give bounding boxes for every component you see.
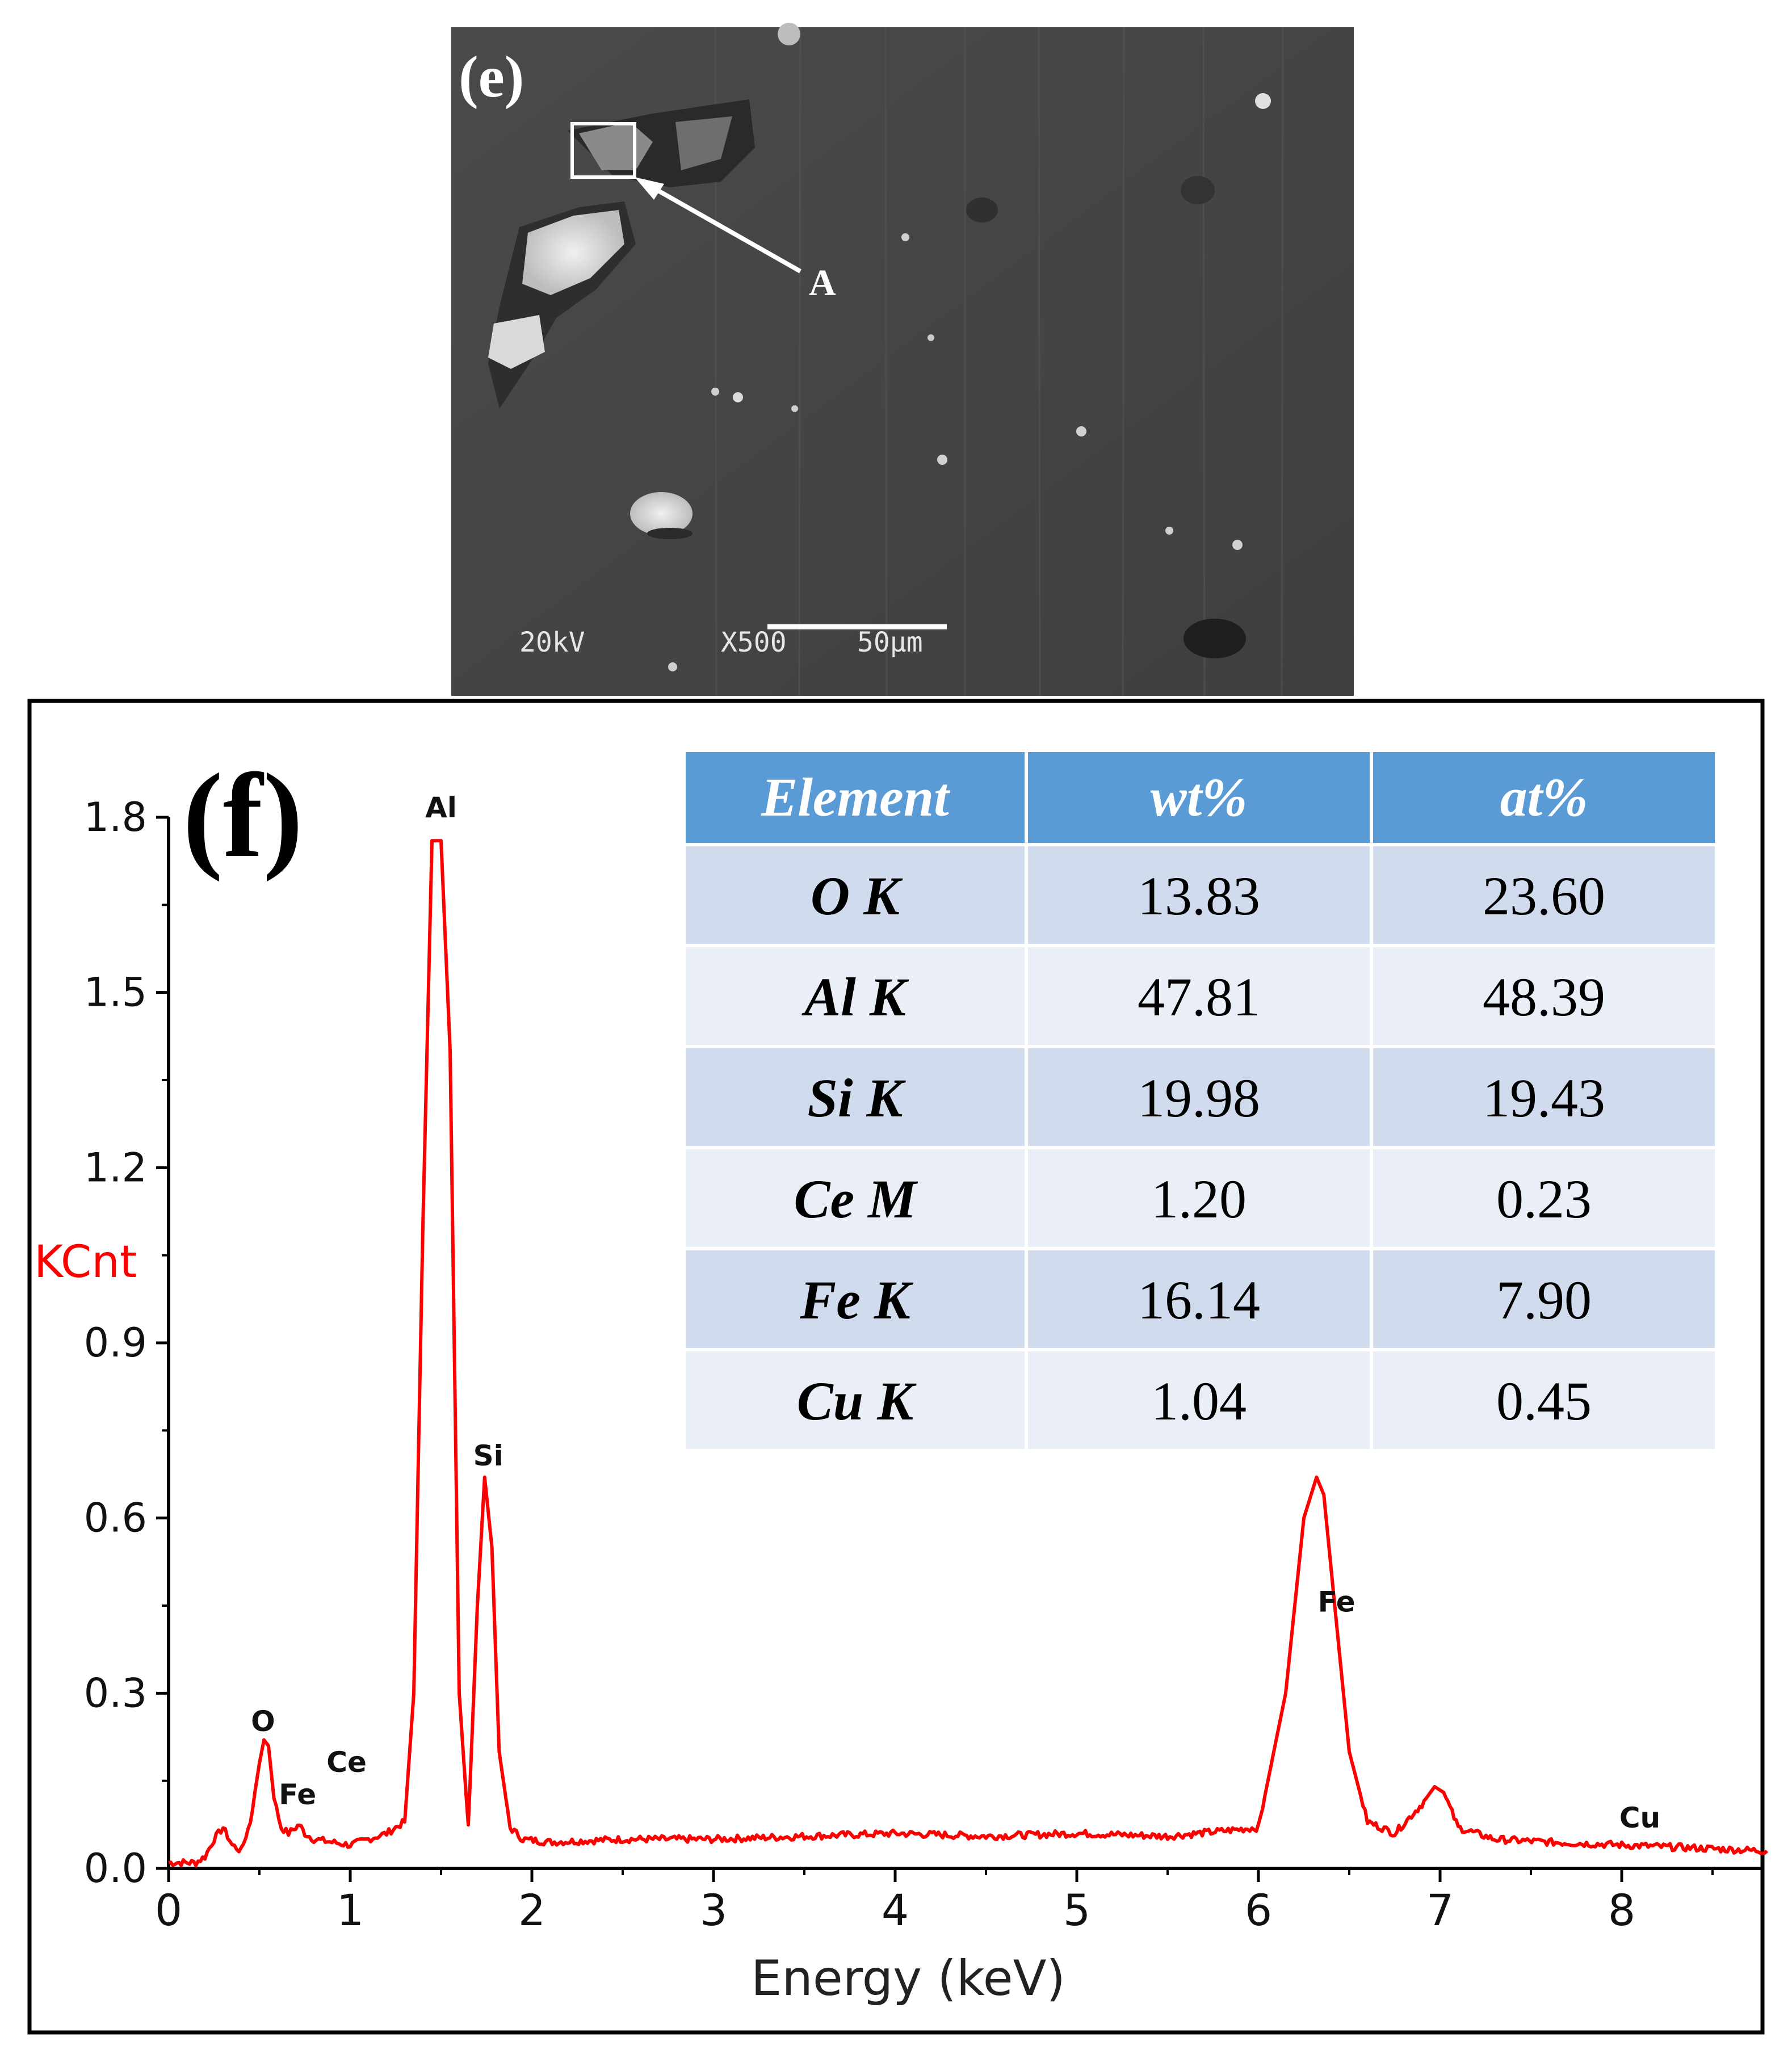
y-tick-label: 0.9 bbox=[84, 1320, 147, 1366]
table-header-label: at% bbox=[1500, 767, 1588, 828]
table-element-label: Al K bbox=[801, 967, 909, 1027]
table-element-label: Si K bbox=[807, 1068, 906, 1128]
table-value: 1.20 bbox=[1151, 1169, 1247, 1229]
x-tick-label: 7 bbox=[1426, 1885, 1454, 1935]
table-value: 13.83 bbox=[1138, 866, 1260, 926]
table-header-label: Element bbox=[761, 767, 951, 828]
table-value: 19.43 bbox=[1483, 1068, 1605, 1128]
x-tick-label: 4 bbox=[882, 1885, 909, 1935]
peak-label: Fe bbox=[1318, 1585, 1355, 1618]
peak-label: Fe bbox=[279, 1778, 316, 1811]
table-cell bbox=[1370, 944, 1718, 1048]
peak-labels: O Fe Ce Al Si Fe Cu bbox=[251, 791, 1660, 1834]
table-element-label: Cu K bbox=[797, 1371, 917, 1431]
table-value: 7.90 bbox=[1496, 1270, 1592, 1330]
table-cell bbox=[1370, 1247, 1718, 1351]
table-value: 23.60 bbox=[1483, 866, 1605, 926]
table-element-label: Ce M bbox=[794, 1169, 919, 1229]
sem-micrograph: A (e) 20kV X500 50μm bbox=[451, 23, 1354, 696]
y-ticks: 0.0 0.3 0.6 0.9 1.2 1.5 1.8 bbox=[84, 794, 169, 1892]
eds-panel-label: (f) bbox=[183, 749, 303, 882]
sem-voltage: 20kV bbox=[519, 627, 585, 658]
table-cell bbox=[1370, 1146, 1718, 1250]
table-header-label: wt% bbox=[1151, 767, 1248, 828]
table-cell bbox=[1025, 843, 1373, 947]
composition-table: Element wt% at% O K 13.83 23.60 Al K 47.81 48.39… bbox=[682, 749, 1718, 1452]
sem-magnification: X500 bbox=[721, 627, 787, 658]
peak-label: Ce bbox=[326, 1746, 367, 1779]
y-tick-label: 0.6 bbox=[84, 1495, 147, 1541]
x-tick-label: 0 bbox=[155, 1885, 182, 1935]
table-cell bbox=[682, 843, 1028, 947]
table-element-label: O K bbox=[811, 866, 903, 926]
peak-label: O bbox=[251, 1705, 275, 1738]
y-tick-label: 1.2 bbox=[84, 1144, 147, 1191]
table-cell bbox=[1025, 1247, 1373, 1351]
x-tick-label: 3 bbox=[700, 1885, 727, 1935]
table-value: 47.81 bbox=[1138, 967, 1260, 1027]
x-ticks: 0 1 2 3 4 5 6 7 8 bbox=[155, 1868, 1714, 1935]
y-tick-label: 1.5 bbox=[84, 969, 147, 1016]
table-value: 16.14 bbox=[1138, 1270, 1260, 1330]
sem-marker-label: A bbox=[809, 262, 836, 304]
table-value: 0.23 bbox=[1496, 1169, 1592, 1229]
table-cell bbox=[1370, 1348, 1718, 1452]
y-axis-unit-label: KCnt bbox=[34, 1237, 137, 1288]
y-tick-label: 0.0 bbox=[84, 1845, 147, 1892]
table-element-label: Fe K bbox=[799, 1270, 914, 1330]
x-tick-label: 1 bbox=[337, 1885, 364, 1935]
x-tick-label: 6 bbox=[1245, 1885, 1272, 1935]
table-value: 0.45 bbox=[1496, 1371, 1592, 1431]
table-cell bbox=[1025, 1045, 1373, 1149]
sem-arrow-line bbox=[643, 180, 801, 274]
sem-scale-bar-label: 50μm bbox=[857, 627, 923, 658]
sem-selection-box bbox=[570, 122, 636, 179]
y-tick-label: 0.3 bbox=[84, 1670, 147, 1716]
sem-panel-label: (e) bbox=[459, 44, 524, 110]
peak-label: Cu bbox=[1619, 1801, 1660, 1834]
table-cell bbox=[1370, 1045, 1718, 1149]
table-value: 48.39 bbox=[1483, 967, 1605, 1027]
x-tick-label: 2 bbox=[518, 1885, 545, 1935]
x-tick-label: 8 bbox=[1608, 1885, 1635, 1935]
table-value: 19.98 bbox=[1138, 1068, 1260, 1128]
peak-label: Al bbox=[425, 791, 457, 824]
eds-panel: (f) 0.0 0.3 0.6 0.9 1.2 1.5 1.8 0 1 2 3 4 5 6 7 8 KCnt… bbox=[27, 699, 1769, 2035]
table-value: 1.04 bbox=[1151, 1371, 1247, 1431]
x-axis-label: Energy (keV) bbox=[751, 1950, 1065, 2007]
sem-scale-bar bbox=[767, 624, 947, 629]
spectrum-line bbox=[168, 839, 1769, 1867]
table-cell bbox=[682, 1348, 1028, 1452]
peak-label: Si bbox=[473, 1439, 503, 1472]
table-header-cell bbox=[682, 749, 1028, 846]
sem-arrow-head bbox=[635, 177, 664, 200]
x-tick-label: 5 bbox=[1063, 1885, 1090, 1935]
y-tick-label: 1.8 bbox=[84, 794, 147, 841]
table-cell bbox=[1025, 944, 1373, 1048]
